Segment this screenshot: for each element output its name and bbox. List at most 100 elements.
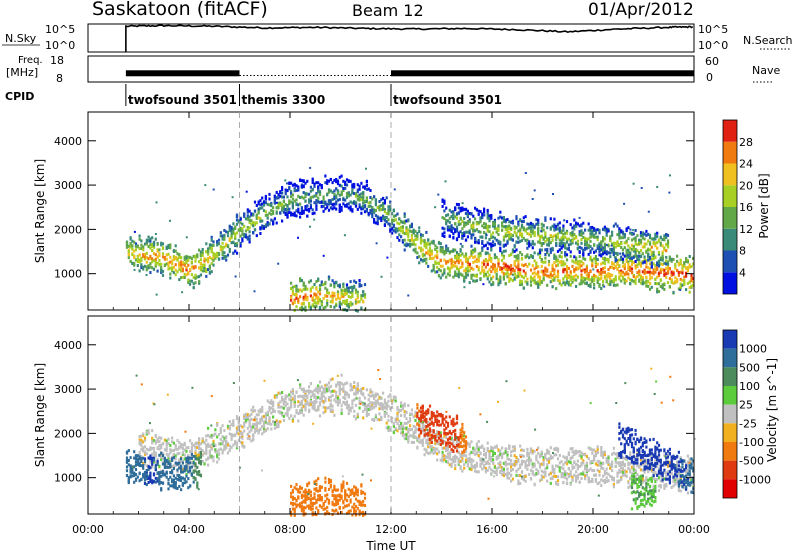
heatmap-cell	[546, 269, 549, 273]
heatmap-cell	[665, 233, 668, 236]
heatmap-cell	[434, 206, 437, 209]
heatmap-cell	[492, 231, 495, 235]
heatmap-cell	[156, 439, 159, 443]
heatmap-cell	[488, 257, 491, 261]
heatmap-cell	[428, 441, 432, 445]
heatmap-cell	[152, 240, 156, 244]
heatmap-cell	[324, 174, 327, 178]
heatmap-cell	[407, 294, 410, 297]
heatmap-cell	[241, 444, 244, 448]
heatmap-cell	[526, 246, 529, 250]
heatmap-cell	[501, 221, 504, 225]
heatmap-cell	[468, 452, 471, 456]
heatmap-cell	[396, 407, 399, 411]
heatmap-cell	[584, 281, 587, 285]
heatmap-cell	[318, 380, 322, 384]
heatmap-cell	[158, 447, 161, 451]
heatmap-cell	[261, 202, 264, 206]
heatmap-cell	[391, 222, 394, 226]
heatmap-cell	[373, 401, 376, 405]
heatmap-cell	[288, 397, 291, 401]
heatmap-cell	[418, 440, 421, 444]
heatmap-cell	[205, 434, 208, 438]
heatmap-cell	[239, 244, 242, 248]
heatmap-cell	[650, 265, 653, 269]
heatmap-cell	[547, 243, 551, 247]
heatmap-cell	[477, 266, 480, 270]
heatmap-cell	[565, 267, 569, 271]
heatmap-cell	[495, 274, 498, 278]
heatmap-cell	[237, 432, 240, 436]
heatmap-cell	[262, 430, 266, 434]
heatmap-cell	[486, 227, 489, 231]
nave-label: Nave	[752, 64, 780, 77]
beam-title: Beam 12	[352, 1, 424, 20]
heatmap-cell	[232, 229, 235, 233]
heatmap-cell	[149, 239, 152, 243]
heatmap-cell	[403, 410, 406, 414]
heatmap-cell	[351, 187, 354, 191]
heatmap-cell	[629, 246, 632, 250]
heatmap-cell	[464, 460, 468, 464]
heatmap-cell	[221, 435, 224, 439]
heatmap-cell	[508, 267, 511, 271]
heatmap-cell	[156, 249, 159, 253]
heatmap-cell	[299, 288, 302, 292]
heatmap-cell	[450, 210, 453, 214]
heatmap-cell	[421, 258, 424, 262]
heatmap-cell	[488, 230, 491, 234]
heatmap-cell	[302, 307, 305, 311]
heatmap-cell	[544, 253, 547, 256]
heatmap-cell	[304, 305, 307, 309]
heatmap-cell	[502, 262, 505, 266]
heatmap-cell	[677, 263, 680, 267]
heatmap-cell	[365, 207, 368, 211]
heatmap-cell	[508, 265, 511, 269]
heatmap-cell	[636, 275, 639, 278]
heatmap-cell	[248, 437, 251, 441]
heatmap-cell	[495, 230, 498, 234]
heatmap-cell	[441, 264, 444, 268]
heatmap-cell	[217, 433, 221, 437]
heatmap-cell	[281, 219, 284, 223]
heatmap-cell	[232, 241, 235, 245]
heatmap-cell	[223, 251, 226, 255]
heatmap-cell	[686, 281, 689, 285]
heatmap-cell	[520, 235, 524, 238]
heatmap-cell	[542, 228, 545, 232]
heatmap-cell	[524, 215, 527, 219]
heatmap-cell	[533, 251, 536, 255]
heatmap-cell	[322, 204, 325, 208]
heatmap-cell	[585, 266, 588, 270]
heatmap-cell	[230, 236, 233, 240]
heatmap-cell	[483, 225, 486, 229]
heatmap-cell	[454, 463, 457, 467]
heatmap-cell	[362, 207, 365, 211]
heatmap-cell	[176, 447, 179, 451]
heatmap-cell	[344, 292, 347, 296]
heatmap-cell	[369, 388, 372, 392]
heatmap-cell	[647, 280, 650, 284]
heatmap-cell	[542, 272, 545, 276]
heatmap-cell	[317, 396, 320, 399]
heatmap-cell	[134, 242, 138, 246]
heatmap-cell	[345, 288, 349, 292]
heatmap-cell	[272, 415, 275, 419]
heatmap-cell	[605, 273, 608, 277]
heatmap-cell	[567, 276, 570, 279]
heatmap-cell	[237, 228, 240, 232]
heatmap-cell	[546, 226, 549, 230]
heatmap-cell	[268, 211, 271, 215]
heatmap-cell	[145, 447, 148, 451]
heatmap-cell	[299, 295, 302, 299]
heatmap-cell	[459, 216, 462, 220]
heatmap-cell	[497, 262, 500, 266]
heatmap-cell	[450, 215, 453, 218]
heatmap-cell	[490, 260, 493, 264]
heatmap-cell	[353, 192, 356, 195]
heatmap-cell	[643, 260, 646, 264]
heatmap-cell	[288, 199, 291, 203]
heatmap-cell	[502, 238, 505, 242]
heatmap-cell	[490, 256, 493, 260]
heatmap-cell	[593, 286, 596, 290]
